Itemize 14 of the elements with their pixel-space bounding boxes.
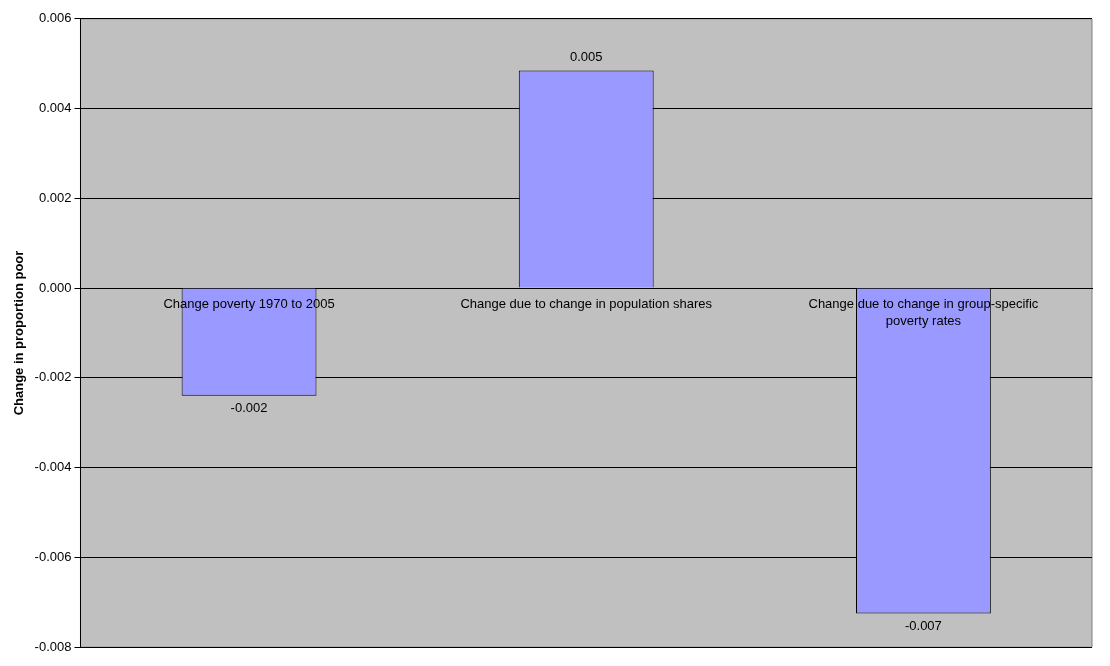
y-tick-label: 0.004: [38, 100, 72, 116]
y-tick-label: 0.000: [38, 279, 72, 295]
y-tick-label: -0.002: [34, 369, 72, 385]
y-tick-label: 0.006: [38, 10, 72, 26]
data-label: -0.007: [904, 617, 942, 633]
y-tick-label: -0.008: [34, 638, 72, 654]
x-tick-label: Change poverty 1970 to 2005: [163, 296, 335, 312]
y-tick-label: -0.006: [34, 549, 72, 565]
y-tick-label: 0.002: [38, 189, 72, 205]
x-tick-label: Change due to change in population shares: [460, 296, 713, 312]
y-tick-label: -0.004: [34, 459, 72, 475]
data-label: 0.005: [569, 49, 603, 65]
data-label: -0.002: [230, 399, 268, 415]
y-axis-title: Change in proportion poor: [11, 250, 27, 416]
